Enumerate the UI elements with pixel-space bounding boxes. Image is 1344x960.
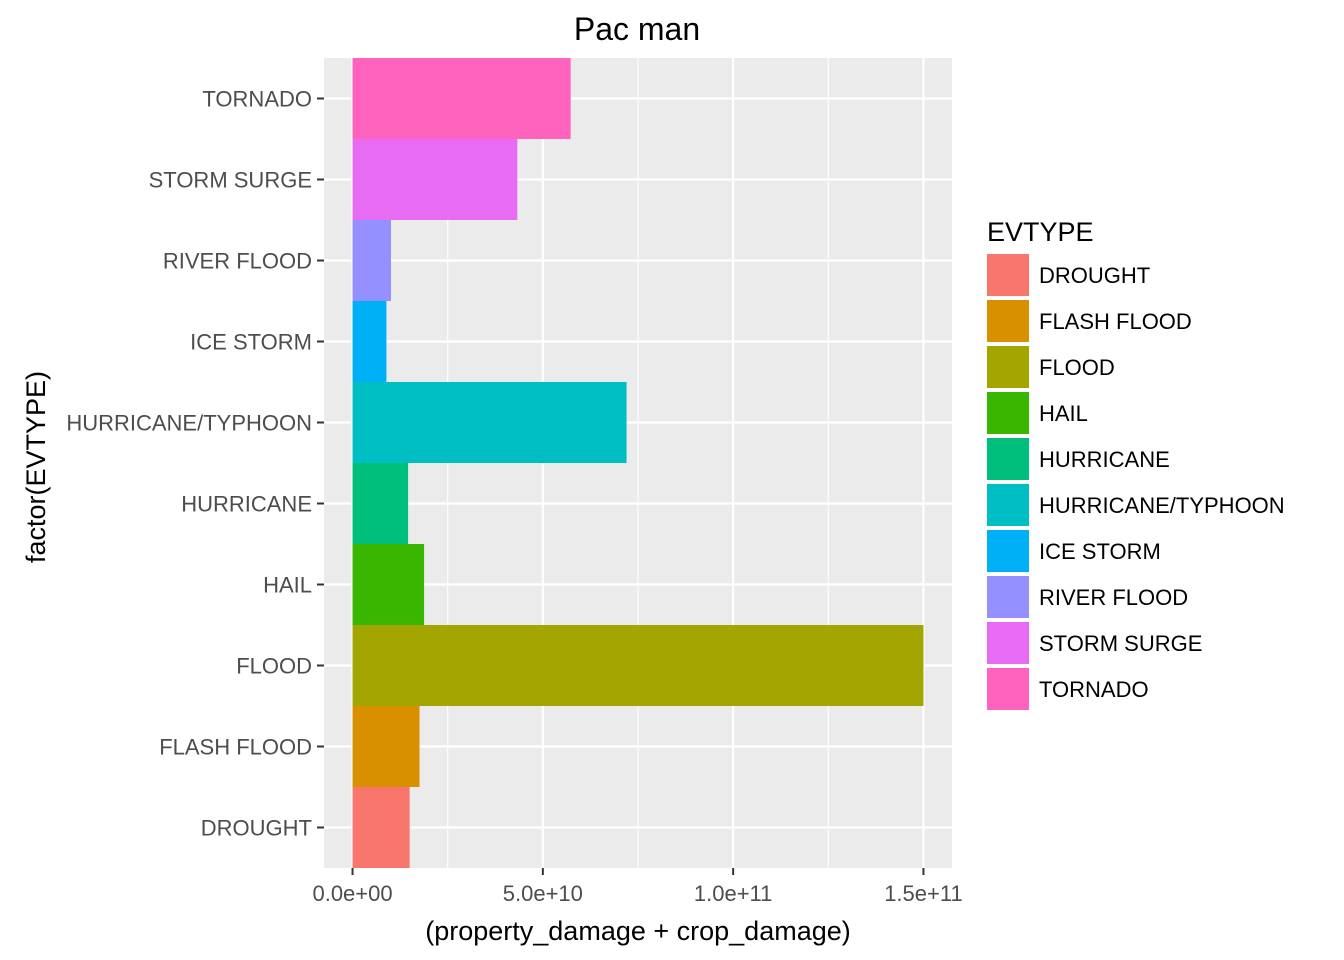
- x-tick-label: 1.5e+11: [884, 881, 963, 906]
- x-tick-label: 0.0e+00: [312, 881, 392, 906]
- legend-label: FLOOD: [1039, 355, 1115, 380]
- y-tick-label: HAIL: [263, 573, 312, 598]
- y-axis-title: factor(EVTYPE): [21, 371, 51, 563]
- bars: [352, 58, 924, 868]
- y-tick-label: DROUGHT: [201, 816, 312, 841]
- bar-hail: [352, 544, 425, 625]
- bar-drought: [352, 787, 410, 868]
- legend-label: STORM SURGE: [1039, 631, 1202, 656]
- y-tick-label: HURRICANE: [181, 492, 312, 517]
- legend-key: [987, 576, 1029, 618]
- bar-hurricane-typhoon: [352, 382, 627, 463]
- bar-storm-surge: [352, 139, 518, 220]
- legend-key: [987, 668, 1029, 710]
- legend-key: [987, 392, 1029, 434]
- bar-flash-flood: [352, 706, 420, 787]
- y-tick-label: ICE STORM: [190, 330, 312, 355]
- bar-river-flood: [352, 220, 391, 301]
- legend-label: HURRICANE: [1039, 447, 1170, 472]
- legend-label: ICE STORM: [1039, 539, 1161, 564]
- bar-hurricane: [352, 463, 409, 544]
- y-tick-label: FLOOD: [236, 654, 312, 679]
- y-tick-label: STORM SURGE: [149, 168, 312, 193]
- legend-title: EVTYPE: [987, 217, 1094, 247]
- x-tick-label: 5.0e+10: [503, 881, 583, 906]
- x-axis-title: (property_damage + crop_damage): [425, 916, 851, 946]
- legend-label: RIVER FLOOD: [1039, 585, 1188, 610]
- y-tick-label: RIVER FLOOD: [163, 249, 312, 274]
- legend-key: [987, 530, 1029, 572]
- legend-key: [987, 622, 1029, 664]
- legend-key: [987, 254, 1029, 296]
- legend-label: HURRICANE/TYPHOON: [1039, 493, 1285, 518]
- chart-title: Pac man: [574, 11, 700, 47]
- legend-label: FLASH FLOOD: [1039, 309, 1192, 334]
- legend-label: TORNADO: [1039, 677, 1149, 702]
- legend-key: [987, 438, 1029, 480]
- legend: EVTYPE DROUGHT FLASH FLOOD FLOOD HAIL HURRIC…: [987, 217, 1285, 710]
- legend-label: HAIL: [1039, 401, 1088, 426]
- x-axis: 0.0e+00 5.0e+10 1.0e+11 1.5e+11: [312, 868, 963, 906]
- x-tick-label: 1.0e+11: [694, 881, 773, 906]
- y-tick-label: FLASH FLOOD: [159, 735, 312, 760]
- legend-key: [987, 300, 1029, 342]
- y-tick-label: HURRICANE/TYPHOON: [66, 411, 312, 436]
- bar-ice-storm: [352, 301, 387, 382]
- y-tick-label: TORNADO: [202, 87, 312, 112]
- y-axis: DROUGHT FLASH FLOOD FLOOD HAIL HURRICANE HURR…: [66, 87, 324, 841]
- legend-key: [987, 484, 1029, 526]
- bar-tornado: [352, 58, 571, 139]
- legend-key: [987, 346, 1029, 388]
- legend-label: DROUGHT: [1039, 263, 1150, 288]
- bar-flood: [352, 625, 924, 706]
